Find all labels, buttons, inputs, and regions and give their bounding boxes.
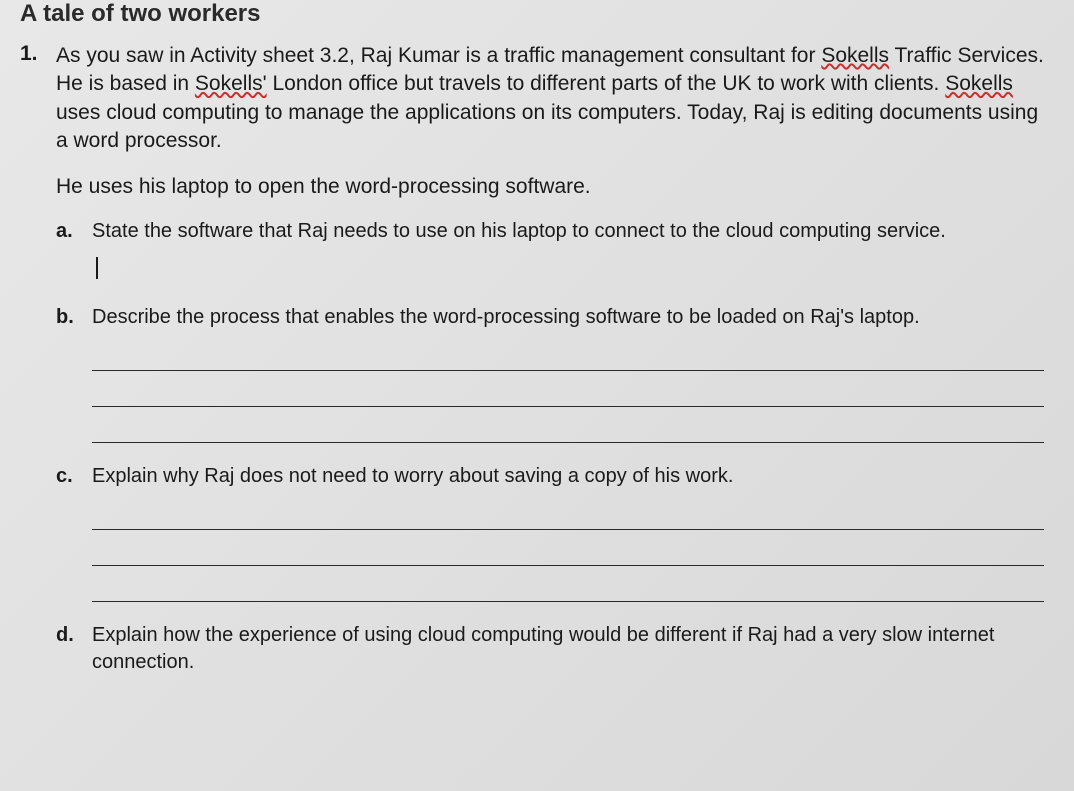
answer-line[interactable]: [92, 411, 1044, 443]
sub-letter-c: c.: [56, 463, 92, 614]
sub-text-b: Describe the process that enables the wo…: [92, 304, 1044, 455]
intro-text-3: London office but travels to different p…: [267, 72, 946, 95]
intro-paragraph: As you saw in Activity sheet 3.2, Raj Ku…: [56, 42, 1044, 155]
subquestion-d: d. Explain how the experience of using c…: [56, 622, 1044, 676]
answer-lines-c: [92, 498, 1044, 602]
question-content: As you saw in Activity sheet 3.2, Raj Ku…: [56, 42, 1044, 684]
subquestion-b: b. Describe the process that enables the…: [56, 304, 1044, 455]
sub-intro-text: He uses his laptop to open the word-proc…: [56, 173, 1044, 201]
subquestion-c: c. Explain why Raj does not need to worr…: [56, 463, 1044, 614]
answer-line[interactable]: [92, 375, 1044, 407]
company-name-3: Sokells: [945, 72, 1013, 95]
sub-a-question-text: State the software that Raj needs to use…: [92, 220, 946, 242]
sub-b-question-text: Describe the process that enables the wo…: [92, 306, 920, 328]
subquestion-a: a. State the software that Raj needs to …: [56, 218, 1044, 296]
company-name-1: Sokells: [821, 44, 889, 67]
sub-c-question-text: Explain why Raj does not need to worry a…: [92, 465, 733, 487]
answer-lines-b: [92, 339, 1044, 443]
answer-line[interactable]: [92, 498, 1044, 530]
answer-line[interactable]: [92, 534, 1044, 566]
sub-text-c: Explain why Raj does not need to worry a…: [92, 463, 1044, 614]
intro-text-4: uses cloud computing to manage the appli…: [56, 101, 1038, 152]
sub-text-d: Explain how the experience of using clou…: [92, 622, 1044, 676]
question-number: 1.: [20, 42, 56, 684]
answer-line[interactable]: [92, 339, 1044, 371]
question-1: 1. As you saw in Activity sheet 3.2, Raj…: [20, 42, 1044, 684]
intro-text-1: As you saw in Activity sheet 3.2, Raj Ku…: [56, 44, 821, 67]
sub-letter-b: b.: [56, 304, 92, 455]
sub-d-question-text: Explain how the experience of using clou…: [92, 624, 994, 673]
sub-text-a: State the software that Raj needs to use…: [92, 218, 1044, 296]
worksheet-title: A tale of two workers: [20, 0, 1044, 28]
company-name-2: Sokells': [195, 72, 267, 95]
sub-letter-a: a.: [56, 218, 92, 296]
answer-line[interactable]: [92, 570, 1044, 602]
text-cursor[interactable]: [96, 257, 98, 279]
sub-letter-d: d.: [56, 622, 92, 676]
